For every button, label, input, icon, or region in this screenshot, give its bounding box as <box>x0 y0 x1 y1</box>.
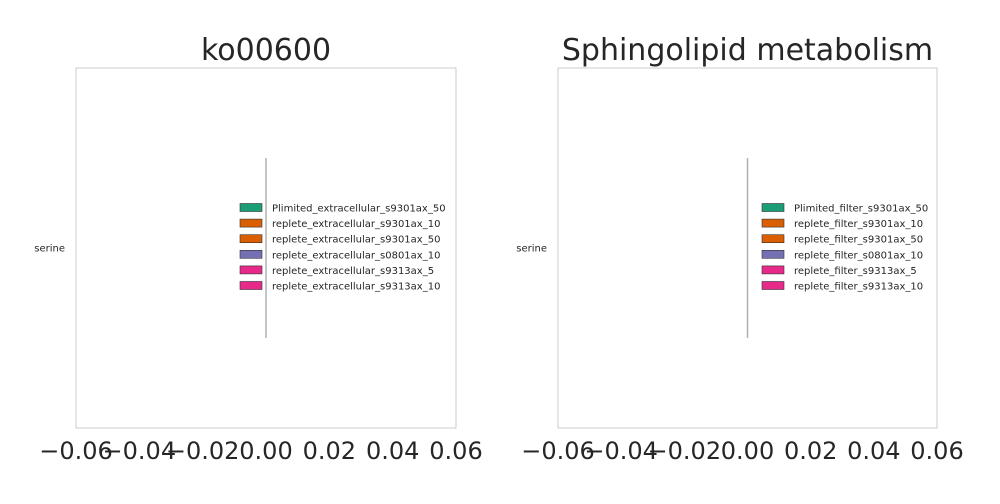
legend: Plimited_extracellular_s9301ax_50replete… <box>239 203 446 293</box>
chart-panel-2: Sphingolipid metabolism−0.06−0.04−0.02 0.… <box>516 33 963 465</box>
x-tick-label: 0.04 <box>847 437 900 465</box>
x-tick-label: −0.06 <box>521 437 595 465</box>
legend-swatch <box>761 281 785 290</box>
x-tick-label: −0.02 <box>648 437 722 465</box>
x-tick-label: 0.00 <box>239 437 292 465</box>
x-tick-label: 0.06 <box>910 437 963 465</box>
legend-label: replete_extracellular_s9313ax_10 <box>272 282 440 293</box>
legend-swatch <box>239 265 263 275</box>
x-tick-label: 0.02 <box>784 437 837 465</box>
legend-swatch <box>239 203 263 212</box>
chart-title: Sphingolipid metabolism <box>562 33 933 68</box>
legend-label: Plimited_filter_s9301ax_50 <box>794 204 928 215</box>
y-tick-label: serine <box>516 244 547 255</box>
legend-label: replete_extracellular_s9301ax_10 <box>272 219 440 230</box>
legend-label: replete_filter_s9313ax_10 <box>794 282 923 293</box>
legend-swatch <box>239 234 263 243</box>
legend-label: replete_filter_s9301ax_50 <box>794 235 923 246</box>
chart-title: ko00600 <box>201 33 331 68</box>
legend-swatch <box>761 265 785 275</box>
chart-panel-1: ko00600 −0.06−0.04−0.02 0.00 0.02 0.04 0.06 se… <box>34 33 482 465</box>
legend: Plimited_filter_s9301ax_50 replete_filter… <box>761 203 928 293</box>
legend-swatch <box>761 218 785 228</box>
x-tick-label: 0.02 <box>303 437 356 465</box>
legend-label: replete_extracellular_s0801ax_10 <box>272 250 440 261</box>
legend-label: replete_filter_s0801ax_10 <box>794 250 923 261</box>
legend-label: replete_extracellular_s9301ax_50 <box>272 235 440 246</box>
x-tick-label: −0.04 <box>103 437 177 465</box>
legend-label: replete_extracellular_s9313ax_5 <box>272 266 434 277</box>
legend-label: Plimited_extracellular_s9301ax_50 <box>272 204 446 215</box>
legend-swatch <box>239 281 263 290</box>
x-tick-label: 0.00 <box>721 437 774 465</box>
x-tick-label: −0.02 <box>166 437 240 465</box>
legend-swatch <box>239 218 263 228</box>
x-tick-label: 0.04 <box>366 437 419 465</box>
x-tick-label: 0.06 <box>429 437 482 465</box>
x-tick-label: −0.04 <box>584 437 658 465</box>
legend-swatch <box>239 250 263 259</box>
legend-swatch <box>761 203 785 212</box>
legend-label: replete_filter_s9313ax_5 <box>794 266 917 277</box>
legend-swatch <box>761 250 785 259</box>
legend-swatch <box>761 234 785 243</box>
legend-label: replete_filter_s9301ax_10 <box>794 219 923 230</box>
y-tick-label: serine <box>34 244 65 255</box>
x-tick-label: −0.06 <box>39 437 113 465</box>
